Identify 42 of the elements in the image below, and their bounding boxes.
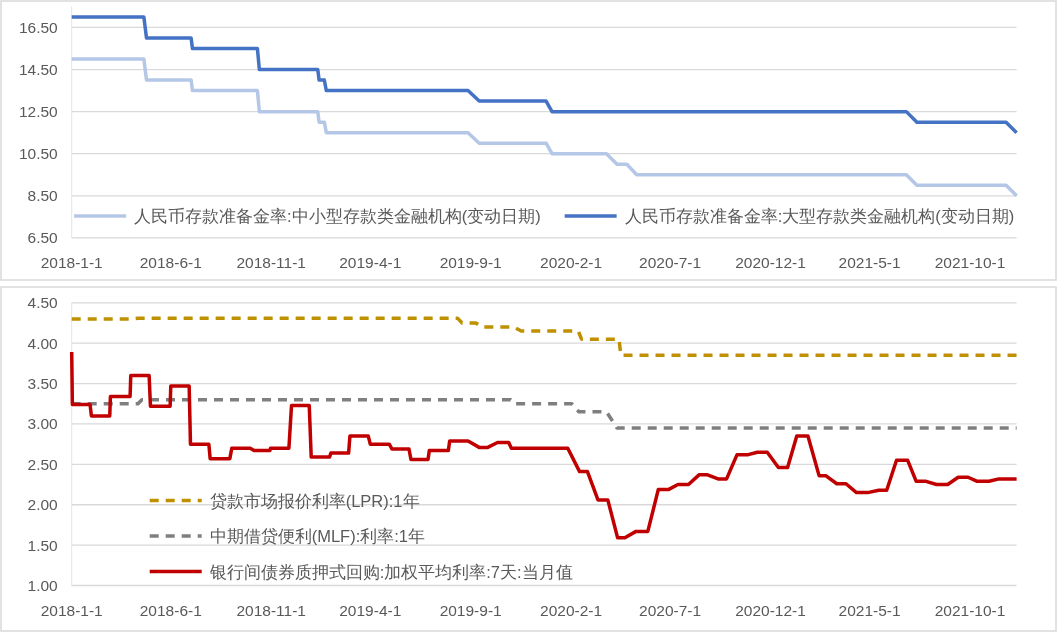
line-series xyxy=(69,15,1019,135)
y-tick-label: 4.00 xyxy=(27,334,59,352)
x-tick-label: 2018-1-1 xyxy=(40,253,103,271)
y-tick-label: 12.50 xyxy=(18,103,59,121)
y-tick-label: 14.50 xyxy=(18,61,59,79)
x-tick-label: 2019-4-1 xyxy=(339,601,402,619)
x-tick-label: 2021-10-1 xyxy=(934,601,1006,619)
x-tick-label: 2018-11-1 xyxy=(236,601,306,619)
x-tick-label: 2020-12-1 xyxy=(735,601,806,619)
x-tick-label: 2020-12-1 xyxy=(735,253,806,271)
x-tick-label: 2021-10-1 xyxy=(934,253,1006,271)
y-tick-label: 2.00 xyxy=(27,496,59,514)
legend-label: 人民币存款准备金率:中小型存款类金融机构(变动日期) xyxy=(134,206,541,225)
x-tick-label: 2018-6-1 xyxy=(139,253,202,271)
y-tick-label: 4.50 xyxy=(27,294,59,312)
legend-label: 银行间债券质押式回购:加权平均利率:7天:当月值 xyxy=(208,562,573,581)
y-tick-label: 8.50 xyxy=(27,187,59,205)
line-series xyxy=(69,316,1019,358)
y-tick-label: 6.50 xyxy=(27,229,59,247)
x-tick-label: 2018-6-1 xyxy=(139,601,202,619)
x-tick-label: 2020-7-1 xyxy=(639,253,702,271)
x-tick-label: 2021-5-1 xyxy=(838,253,901,271)
y-tick-label: 3.50 xyxy=(27,375,59,393)
x-tick-label: 2020-7-1 xyxy=(639,601,702,619)
y-tick-label: 1.50 xyxy=(27,536,59,554)
y-tick-label: 1.00 xyxy=(27,577,59,594)
y-tick-label: 3.00 xyxy=(27,415,59,433)
y-tick-label: 2.50 xyxy=(27,455,59,473)
y-tick-label: 10.50 xyxy=(18,145,59,163)
x-tick-label: 2018-1-1 xyxy=(40,601,103,619)
x-tick-label: 2019-4-1 xyxy=(339,253,402,271)
y-tick-label: 16.50 xyxy=(18,18,59,36)
line-series xyxy=(69,57,1019,198)
legend-label: 贷款市场报价利率(LPR):1年 xyxy=(209,491,420,510)
x-tick-label: 2020-2-1 xyxy=(540,253,603,271)
legend-label: 人民币存款准备金率:大型存款类金融机构(变动日期) xyxy=(624,206,1015,225)
x-tick-label: 2021-5-1 xyxy=(838,601,901,619)
x-tick-label: 2020-2-1 xyxy=(540,601,603,619)
legend-label: 中期借贷便利(MLF):利率:1年 xyxy=(209,527,426,545)
x-tick-label: 2018-11-1 xyxy=(236,253,306,271)
x-tick-label: 2019-9-1 xyxy=(439,253,502,271)
x-tick-label: 2019-9-1 xyxy=(439,601,502,619)
